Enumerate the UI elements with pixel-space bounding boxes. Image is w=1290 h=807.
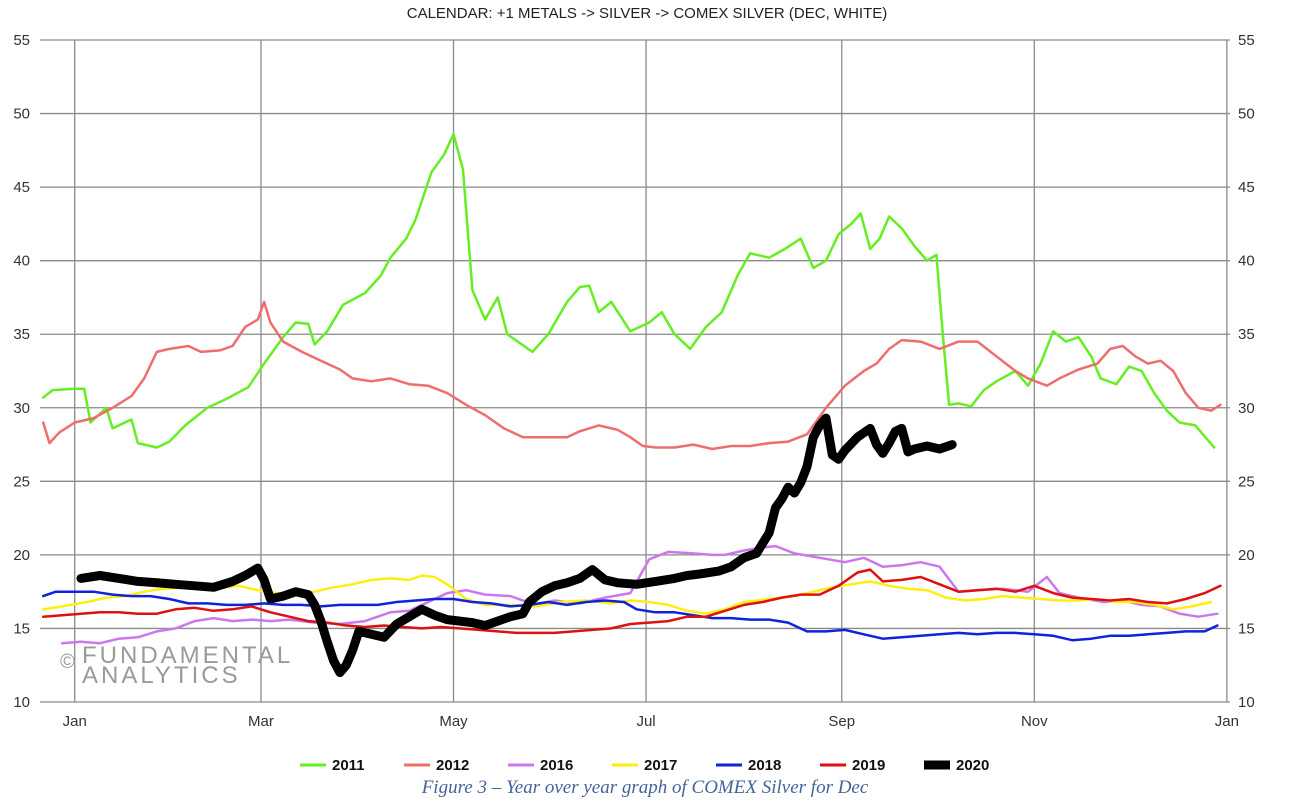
figure-caption: Figure 3 – Year over year graph of COMEX… — [421, 777, 869, 798]
y-tick-right-25: 25 — [1238, 473, 1255, 490]
legend-label-2020: 2020 — [956, 757, 989, 774]
y-tick-right-20: 20 — [1238, 547, 1255, 564]
legend-label-2016: 2016 — [540, 757, 573, 774]
y-tick-right-30: 30 — [1238, 400, 1255, 417]
series-line-2016 — [60, 544, 1219, 645]
y-tick-left-20: 20 — [13, 547, 30, 564]
y-axis-right: 10 15 20 25 30 35 40 45 50 55 — [1238, 32, 1255, 711]
y-tick-right-40: 40 — [1238, 253, 1255, 270]
y-tick-right-35: 35 — [1238, 326, 1255, 343]
series-lines — [41, 132, 1222, 678]
chart-title: CALENDAR: +1 METALS -> SILVER -> COMEX S… — [407, 5, 888, 22]
y-tick-left-55: 55 — [13, 32, 30, 49]
y-tick-left-10: 10 — [13, 694, 30, 711]
y-tick-left-25: 25 — [13, 473, 30, 490]
series-line-2017 — [41, 574, 1213, 615]
legend: 2011 2012 2016 2017 2018 2019 2020 — [300, 757, 989, 774]
watermark-line1: FUNDAMENTAL — [82, 642, 293, 669]
grid-lines — [40, 39, 1230, 703]
y-tick-left-35: 35 — [13, 326, 30, 343]
line-chart: CALENDAR: +1 METALS -> SILVER -> COMEX S… — [13, 5, 1255, 774]
x-tick-mar-1: Mar — [248, 713, 274, 730]
y-tick-left-15: 15 — [13, 620, 30, 637]
y-tick-right-10: 10 — [1238, 694, 1255, 711]
y-tick-right-55: 55 — [1238, 32, 1255, 49]
watermark-line2: ANALYTICS — [82, 662, 241, 689]
x-tick-nov-5: Nov — [1021, 713, 1048, 730]
y-tick-right-15: 15 — [1238, 620, 1255, 637]
y-tick-left-50: 50 — [13, 106, 30, 123]
y-tick-right-50: 50 — [1238, 106, 1255, 123]
legend-label-2011: 2011 — [332, 757, 365, 774]
series-line-2011 — [41, 132, 1216, 449]
y-tick-left-30: 30 — [13, 400, 30, 417]
series-line-2019 — [41, 568, 1222, 635]
x-tick-jul-3: Jul — [636, 713, 655, 730]
y-tick-right-45: 45 — [1238, 179, 1255, 196]
y-tick-left-40: 40 — [13, 253, 30, 270]
series-line-2018 — [41, 590, 1219, 642]
legend-label-2017: 2017 — [644, 757, 677, 774]
legend-label-2018: 2018 — [748, 757, 781, 774]
watermark: © FUNDAMENTAL ANALYTICS — [60, 642, 293, 689]
x-tick-may-2: May — [439, 713, 468, 730]
series-line-2020 — [76, 413, 957, 678]
x-tick-jan-0: Jan — [63, 713, 87, 730]
legend-label-2012: 2012 — [436, 757, 469, 774]
legend-label-2019: 2019 — [852, 757, 885, 774]
y-tick-left-45: 45 — [13, 179, 30, 196]
x-tick-sep-4: Sep — [828, 713, 855, 730]
x-axis: Jan Mar May Jul Sep Nov Jan — [63, 713, 1239, 730]
x-tick-jan-6: Jan — [1215, 713, 1239, 730]
series-line-2012 — [41, 300, 1222, 451]
watermark-copyright-symbol: © — [60, 651, 75, 673]
y-axis-left: 10 15 20 25 30 35 40 45 50 55 — [13, 32, 30, 711]
